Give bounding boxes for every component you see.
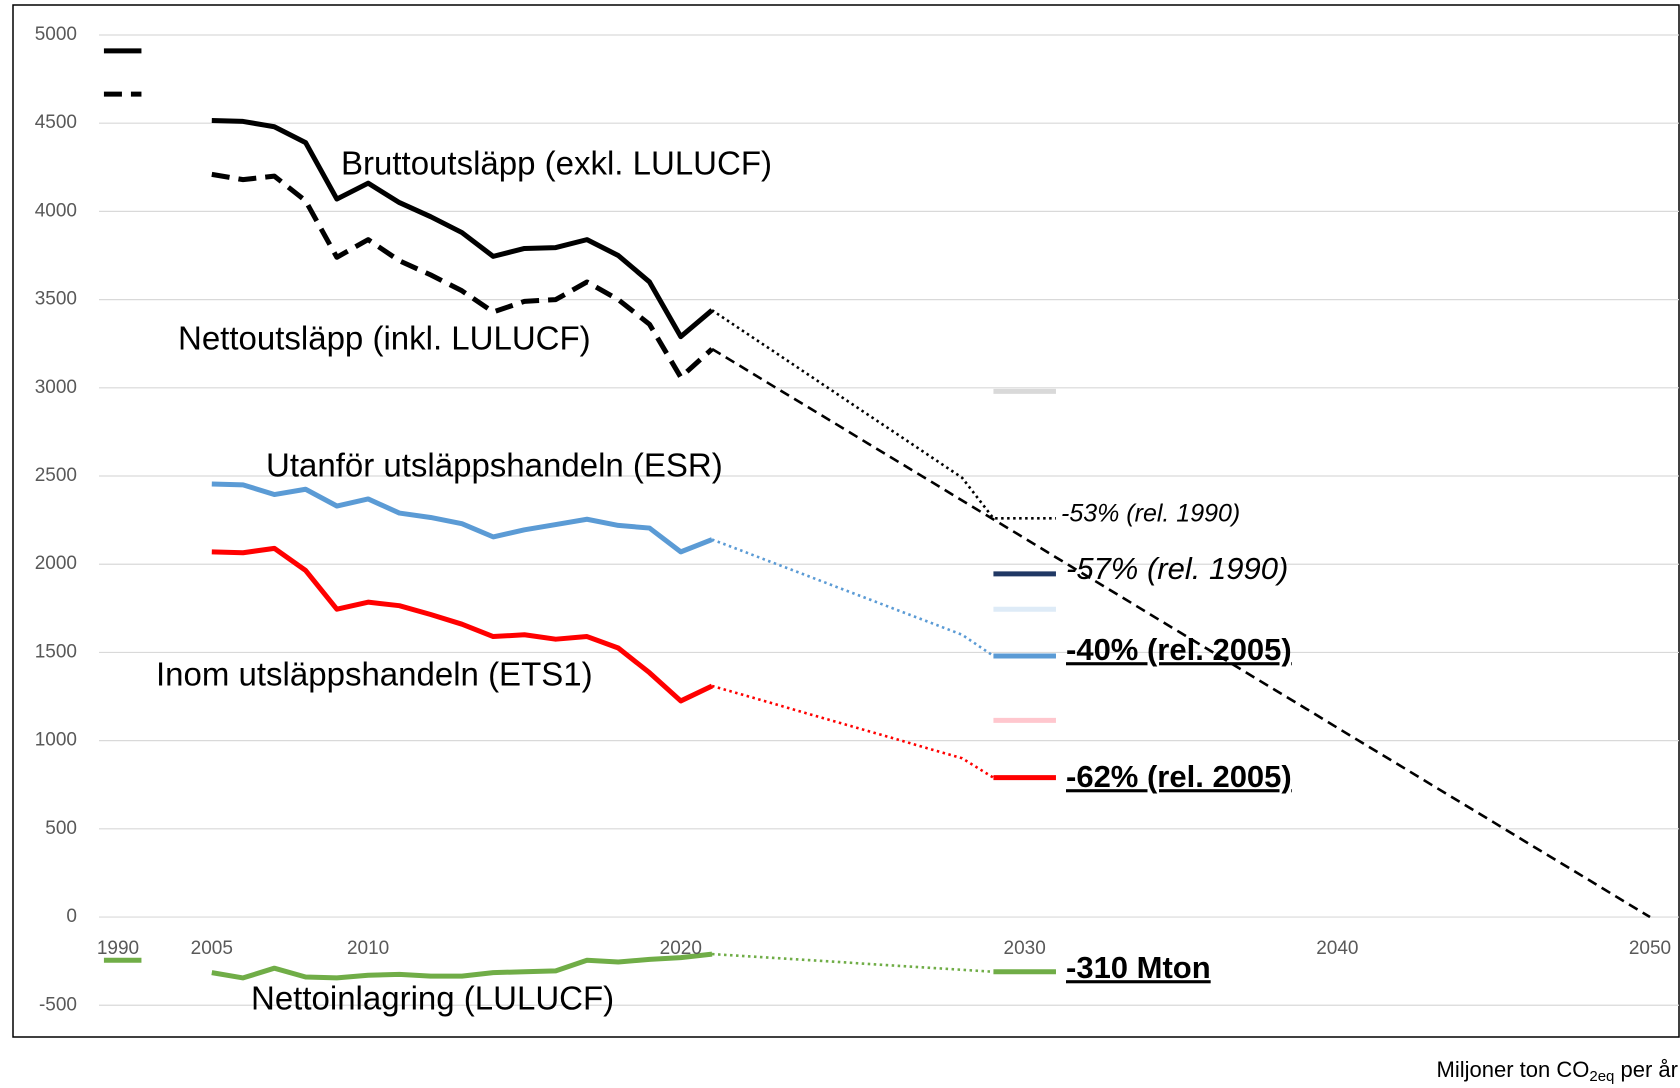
x-tick-label: 2050: [1629, 938, 1671, 959]
x-tick-label: 1990: [97, 938, 139, 959]
unit-tail: per år: [1614, 1057, 1678, 1082]
y-tick-label: 0: [66, 906, 77, 927]
y-tick-label: 500: [45, 818, 77, 839]
series-label: Bruttoutsläpp (exkl. LULUCF): [341, 145, 772, 182]
y-tick-label: 1500: [35, 641, 77, 662]
annotation: -57% (rel. 1990): [1066, 551, 1288, 586]
y-tick-label: 2000: [35, 553, 77, 574]
y-tick-label: 4000: [35, 200, 77, 221]
series-label: Utanför utsläppshandeln (ESR): [266, 447, 723, 484]
unit-sub: 2eq: [1589, 1068, 1614, 1085]
annotation: -62% (rel. 2005): [1066, 759, 1292, 794]
x-tick-label: 2030: [1004, 938, 1046, 959]
unit-text: Miljoner ton CO: [1437, 1057, 1590, 1082]
y-tick-label: -500: [39, 994, 77, 1015]
annotation: -40% (rel. 2005): [1066, 632, 1292, 667]
series-label: Nettoutsläpp (inkl. LULUCF): [178, 320, 591, 357]
series-label: Nettoinlagring (LULUCF): [251, 980, 614, 1017]
annotation: -310 Mton: [1066, 950, 1211, 985]
y-tick-label: 1000: [35, 730, 77, 751]
y-tick-label: 4500: [35, 112, 77, 133]
plot-frame: [12, 4, 1680, 1038]
y-tick-label: 3000: [35, 377, 77, 398]
series-line: [711, 309, 1056, 520]
y-tick-label: 2500: [35, 465, 77, 486]
x-tick-label: 2005: [191, 938, 233, 959]
x-tick-label: 2010: [347, 938, 389, 959]
x-tick-label: 2040: [1316, 938, 1358, 959]
series-line: [211, 481, 713, 555]
series-label: Inom utsläppshandeln (ETS1): [156, 656, 593, 693]
series-line: [711, 684, 1056, 779]
annotation: -53% (rel. 1990): [1061, 500, 1240, 528]
x-tick-label: 2020: [660, 938, 702, 959]
series-line: [211, 118, 714, 340]
series-line: [211, 951, 713, 981]
series-line: [711, 538, 1056, 658]
series-line: [211, 171, 714, 380]
y-tick-label: 5000: [35, 24, 77, 45]
series-line: [211, 545, 714, 704]
y-unit-label: Miljoner ton CO2eq per år: [1437, 1057, 1678, 1085]
series-line: [711, 347, 1651, 919]
y-tick-label: 3500: [35, 289, 77, 310]
